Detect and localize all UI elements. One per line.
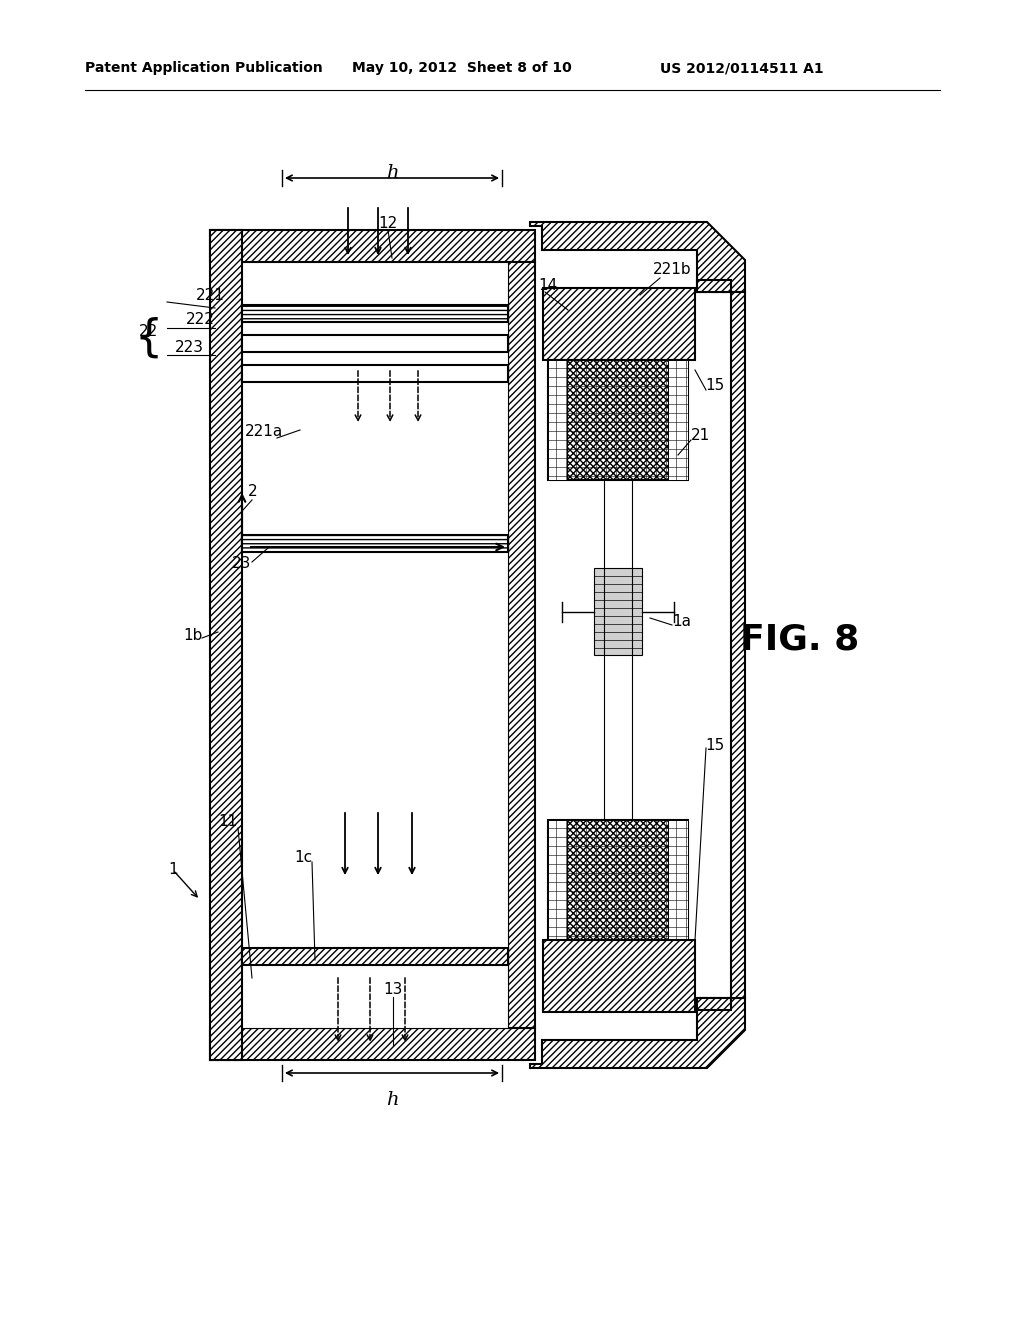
Text: Patent Application Publication: Patent Application Publication <box>85 61 323 75</box>
Text: 1a: 1a <box>673 615 691 630</box>
Text: 14: 14 <box>539 277 558 293</box>
Text: 221: 221 <box>196 288 224 302</box>
Text: h: h <box>386 1092 398 1109</box>
Polygon shape <box>548 820 567 940</box>
Text: US 2012/0114511 A1: US 2012/0114511 A1 <box>660 61 823 75</box>
Text: 22: 22 <box>138 325 158 339</box>
Polygon shape <box>594 568 642 655</box>
Text: {: { <box>135 317 163 359</box>
Polygon shape <box>508 261 535 1028</box>
Text: FIG. 8: FIG. 8 <box>740 623 859 657</box>
Text: 12: 12 <box>379 215 397 231</box>
Polygon shape <box>242 335 508 352</box>
Polygon shape <box>242 261 508 1028</box>
Polygon shape <box>530 222 745 292</box>
Polygon shape <box>543 288 695 360</box>
Polygon shape <box>242 948 508 965</box>
Polygon shape <box>668 360 688 480</box>
Polygon shape <box>697 280 745 1010</box>
Text: May 10, 2012  Sheet 8 of 10: May 10, 2012 Sheet 8 of 10 <box>352 61 571 75</box>
Text: 2: 2 <box>248 484 258 499</box>
Polygon shape <box>242 335 508 352</box>
Polygon shape <box>210 230 535 261</box>
Text: 1: 1 <box>168 862 178 878</box>
Text: h: h <box>386 164 398 182</box>
Polygon shape <box>530 998 745 1068</box>
Text: 221b: 221b <box>652 263 691 277</box>
Polygon shape <box>210 1028 535 1060</box>
Polygon shape <box>242 366 508 381</box>
Polygon shape <box>242 305 508 322</box>
Polygon shape <box>242 305 508 322</box>
Polygon shape <box>668 820 688 940</box>
Polygon shape <box>548 820 688 940</box>
Text: 13: 13 <box>383 982 402 998</box>
Polygon shape <box>242 535 508 552</box>
Text: 15: 15 <box>706 738 725 752</box>
Text: 222: 222 <box>185 313 214 327</box>
Text: 1c: 1c <box>294 850 312 866</box>
Text: 1b: 1b <box>183 627 203 643</box>
Text: 221a: 221a <box>245 425 283 440</box>
Polygon shape <box>242 948 508 965</box>
Polygon shape <box>210 230 242 1060</box>
Text: 23: 23 <box>232 557 252 572</box>
Polygon shape <box>548 360 567 480</box>
Text: 223: 223 <box>174 341 204 355</box>
Text: 15: 15 <box>706 378 725 392</box>
Text: 21: 21 <box>690 428 710 442</box>
Polygon shape <box>543 940 695 1012</box>
Text: 11: 11 <box>218 814 238 829</box>
Polygon shape <box>242 366 508 381</box>
Polygon shape <box>242 535 508 552</box>
Polygon shape <box>548 360 688 480</box>
